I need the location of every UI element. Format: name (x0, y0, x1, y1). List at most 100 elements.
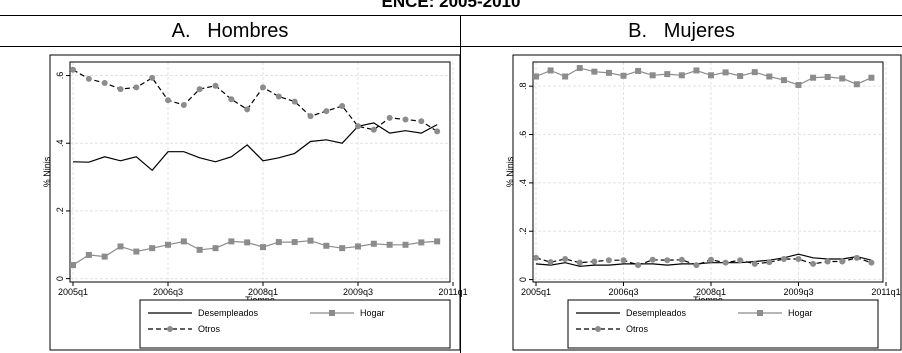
point-otros (370, 126, 377, 133)
point-otros (117, 86, 124, 93)
legend: Desempleados Hogar Otros (139, 299, 451, 349)
panel-b-header: B. Mujeres (461, 16, 902, 46)
series-line-desempleados (535, 253, 872, 267)
point-otros (244, 106, 251, 113)
chart-panel-b: 0 .2 .4 .6 .8 % Ninis 2005q1 2006q3 2008q1 2009q3… (505, 54, 902, 351)
point-hogar (839, 75, 846, 82)
point-otros (533, 254, 539, 261)
point-otros (149, 74, 156, 81)
point-otros (780, 256, 787, 263)
point-hogar (212, 245, 219, 252)
point-otros (649, 256, 656, 263)
point-otros (795, 256, 802, 263)
point-otros (275, 93, 282, 100)
point-otros (853, 254, 860, 261)
point-hogar (180, 238, 187, 245)
point-hogar (402, 241, 409, 248)
point-otros (824, 258, 831, 265)
point-otros (355, 123, 361, 130)
point-hogar (824, 73, 831, 80)
point-otros (196, 86, 203, 93)
point-otros (547, 259, 554, 266)
plot-region (532, 61, 884, 283)
point-otros (722, 259, 729, 266)
point-otros (562, 256, 569, 263)
point-hogar (291, 239, 298, 246)
point-hogar (260, 244, 266, 251)
point-otros (133, 84, 140, 91)
x-tick-label: 2006q3 (608, 287, 638, 297)
x-tick-label: 2011q1 (871, 287, 900, 297)
point-hogar (434, 238, 441, 245)
point-hogar (117, 243, 124, 250)
point-otros (307, 113, 314, 120)
point-hogar (795, 81, 802, 88)
point-hogar (591, 68, 598, 75)
point-hogar (562, 73, 569, 80)
figure-title: ENCE: 2005-2010 (381, 0, 521, 11)
point-otros (212, 82, 219, 89)
panel-a-header: A. Hombres (0, 16, 460, 46)
point-otros (708, 256, 714, 263)
point-otros (434, 128, 441, 135)
point-hogar (149, 245, 156, 252)
legend-label-otros: Otros (198, 324, 221, 334)
plot-region (69, 61, 451, 283)
point-otros (418, 118, 425, 125)
point-otros (576, 259, 583, 266)
point-hogar (737, 73, 744, 80)
x-tick-label: 2009q3 (783, 287, 813, 297)
legend-box (139, 299, 451, 349)
point-hogar (605, 69, 612, 76)
x-tick-label: 2005q1 (521, 287, 551, 297)
y-tick-label: .6 (55, 72, 65, 80)
y-axis-label: % Ninis (42, 156, 52, 187)
y-tick-label: .6 (518, 131, 528, 139)
point-otros (620, 257, 627, 264)
point-hogar (85, 251, 92, 258)
y-tick-label: 0 (518, 277, 528, 282)
point-hogar (244, 239, 251, 246)
point-hogar (810, 74, 817, 81)
point-hogar (307, 237, 314, 244)
point-hogar (635, 67, 642, 74)
point-hogar (766, 73, 773, 80)
legend-marker-otros (167, 326, 173, 332)
point-hogar (751, 69, 758, 76)
point-hogar (722, 69, 729, 76)
point-otros (751, 260, 758, 267)
point-otros (591, 258, 598, 265)
legend-label-otros: Otros (626, 324, 649, 334)
point-hogar (101, 253, 108, 260)
point-hogar (620, 72, 627, 79)
point-hogar (853, 81, 860, 88)
y-tick-label: .8 (518, 82, 528, 90)
point-hogar (533, 73, 539, 80)
point-hogar (708, 72, 714, 79)
point-hogar (275, 239, 282, 246)
point-otros (339, 103, 346, 109)
point-hogar (70, 262, 76, 269)
point-otros (839, 258, 846, 265)
point-otros (868, 259, 875, 266)
y-tick-label: .2 (518, 227, 528, 235)
point-hogar (133, 248, 140, 255)
point-hogar (355, 243, 361, 250)
point-hogar (418, 239, 425, 246)
point-hogar (165, 241, 171, 248)
point-otros (766, 259, 773, 266)
point-hogar (576, 65, 583, 72)
point-otros (180, 101, 187, 108)
panel-a-name: Hombres (207, 20, 289, 42)
point-otros (635, 262, 642, 269)
point-otros (737, 257, 744, 264)
point-hogar (678, 72, 685, 79)
point-hogar (228, 238, 235, 245)
legend-marker-hogar (329, 310, 335, 316)
point-otros (678, 256, 685, 263)
legend-marker-hogar (757, 310, 763, 316)
point-hogar (649, 72, 656, 79)
x-tick-label: 2008q1 (248, 287, 278, 297)
point-otros (101, 79, 108, 86)
